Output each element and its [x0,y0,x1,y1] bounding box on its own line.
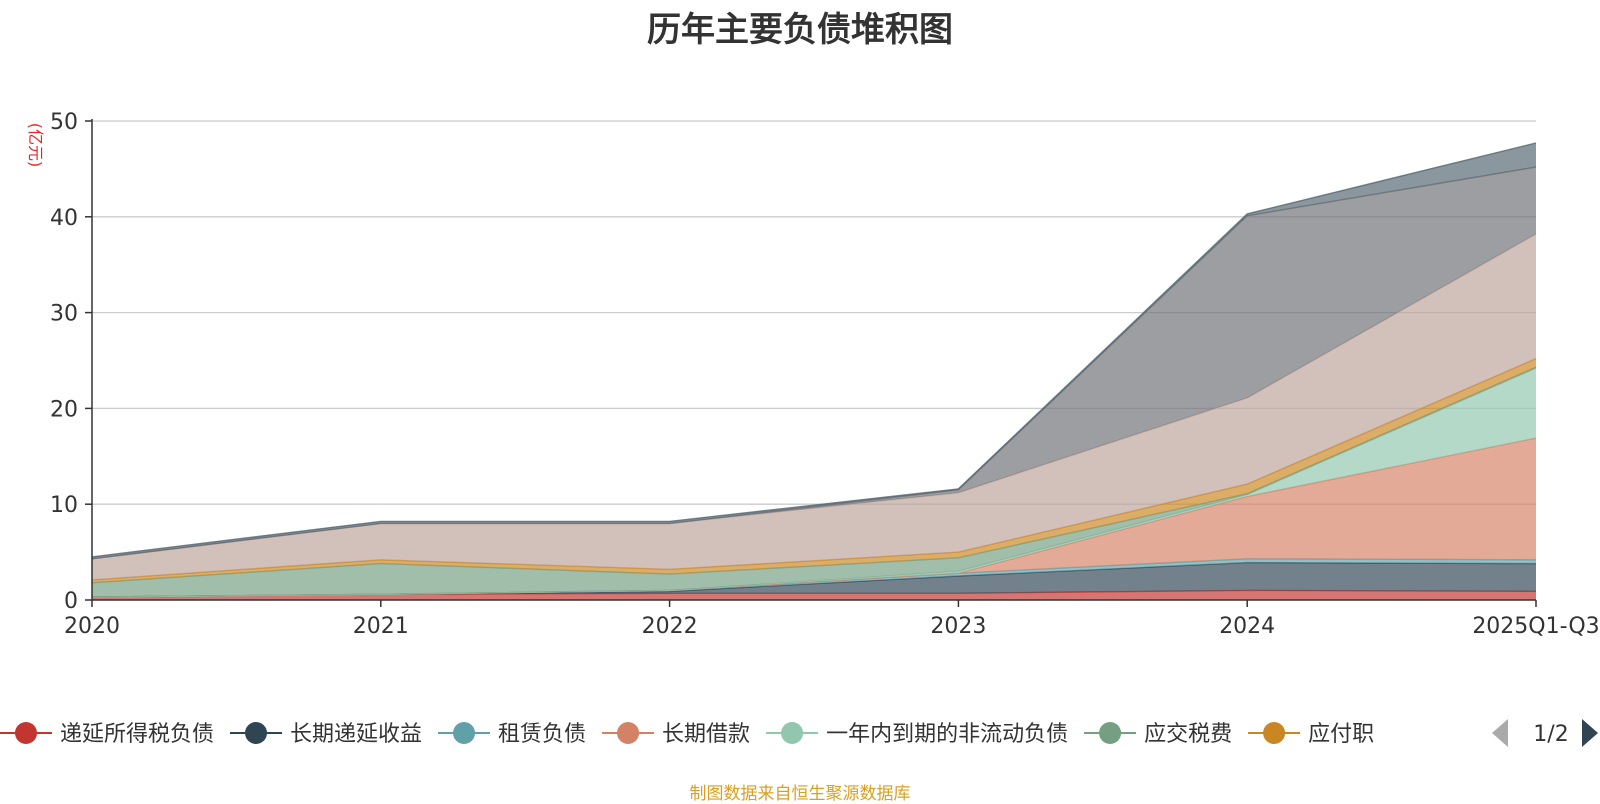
area-8 [92,234,1536,580]
legend-item-2[interactable]: 长期递延收益 [230,722,422,747]
legend-label: 长期递延收益 [290,722,422,747]
x-tick-label: 2023 [930,614,986,639]
y-tick-label: 40 [50,206,78,231]
legend-label: 租赁负债 [498,722,586,747]
x-tick-label: 2021 [353,614,409,639]
legend-prev-icon[interactable] [1492,719,1508,747]
legend-marker [781,722,804,744]
x-tick-label: 2022 [642,614,698,639]
legend-marker [617,722,640,744]
area-series [91,142,1537,600]
legend-label: 应交税费 [1144,722,1232,747]
legend-marker [1263,722,1286,744]
chart-title: 历年主要负债堆积图 [647,10,953,50]
legend-item-7[interactable]: 应付职 [1248,722,1374,747]
legend-label: 递延所得税负债 [60,722,214,747]
y-unit-label: (亿元) [26,123,45,168]
area-edge-7 [91,357,1537,581]
legend-marker [453,722,476,744]
source-note: 制图数据来自恒生聚源数据库 [689,784,911,804]
legend-item-6[interactable]: 应交税费 [1084,722,1232,747]
area-2 [92,562,1536,598]
legend-label: 应付职 [1308,722,1374,747]
legend-page-indicator: 1/2 [1533,722,1568,747]
area-edge-10 [91,142,1537,558]
legend-marker [245,722,268,744]
area-6 [92,367,1536,598]
area-4 [92,438,1536,598]
legend-marker [15,722,37,744]
y-tick-label: 20 [50,397,78,422]
legend-item-4[interactable]: 长期借款 [602,722,750,747]
area-edge-6 [91,366,1537,584]
x-tick-label: 2020 [64,614,120,639]
legend-next-icon[interactable] [1582,719,1598,747]
x-tick-label: 2024 [1219,614,1275,639]
y-tick-label: 50 [50,110,78,135]
y-tick-label: 30 [50,302,78,327]
legend-item-1[interactable]: 递延所得税负债 [0,722,214,747]
legend-label: 长期借款 [662,722,750,747]
legend-label: 一年内到期的非流动负债 [826,722,1068,747]
y-tick-label: 0 [64,589,78,614]
area-10 [92,143,1536,559]
area-1 [92,590,1536,600]
axes: 0 10 20 30 40 50 (亿元) 2020 2021 2022 2023 2024 2025Q… [26,110,1600,639]
y-tick-label: 10 [50,493,78,518]
legend-marker [1099,722,1122,744]
legend-item-3[interactable]: 租赁负债 [438,722,586,747]
area-3 [92,558,1536,598]
area-9 [92,167,1536,559]
legend: 递延所得税负债 长期递延收益 租赁负债 长期借款 一年内到期的非流动负债 应交税费 应付职 1… [0,719,1598,747]
legend-item-5[interactable]: 一年内到期的非流动负债 [766,722,1068,747]
x-tick-label: 2025Q1-Q3 [1472,614,1599,639]
